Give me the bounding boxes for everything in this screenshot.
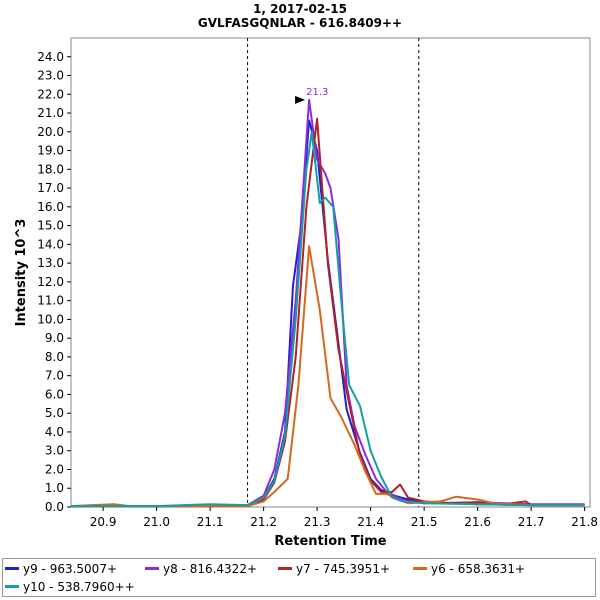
y-tick-label: 12.0 [37, 275, 64, 289]
y-tick-label: 0.0 [45, 500, 64, 514]
y-tick-label: 1.0 [45, 481, 64, 495]
chart-subtitle: GVLFASGQNLAR - 616.8409++ [197, 16, 403, 30]
legend-item-3: y7 - 745.3951+ [278, 561, 390, 577]
x-tick-label: 21.0 [143, 515, 170, 529]
legend-label: y9 - 963.5007+ [23, 562, 118, 576]
peak-label: 21.3 [306, 87, 328, 98]
y-tick-label: 11.0 [37, 294, 64, 308]
y-tick-label: 19.0 [37, 144, 64, 158]
chromatogram-chart: 21.3 0.0 1.0 2.0 3.0 4.0 5.0 6.0 7.0 8.0 9.0 10.0 1… [14, 37, 598, 549]
plot-area [70, 37, 591, 508]
x-tick-label: 21.3 [304, 515, 331, 529]
legend-swatch [413, 567, 427, 570]
legend-item-5: y10 - 538.7960++ [5, 579, 135, 595]
y-tick-label: 18.0 [37, 162, 64, 176]
peak-arrow-icon [295, 95, 306, 104]
legend-item-4: y6 - 658.3631+ [413, 561, 525, 577]
axis-layer: 0.0 1.0 2.0 3.0 4.0 5.0 6.0 7.0 8.0 9.0 10.0 11.0 12… [37, 50, 598, 529]
y-axis-label: Intensity 10^3 [14, 219, 29, 327]
x-tick-label: 21.7 [518, 515, 545, 529]
grid-layer [70, 37, 591, 508]
y-tick-label: 16.0 [37, 200, 64, 214]
x-tick-label: 21.4 [357, 515, 384, 529]
legend-label: y6 - 658.3631+ [431, 562, 526, 576]
x-tick-label: 21.5 [411, 515, 438, 529]
x-tick-label: 21.8 [571, 515, 598, 529]
legend-swatch [145, 567, 159, 570]
y-tick-label: 21.0 [37, 106, 64, 120]
legend-item-1: y9 - 963.5007+ [5, 561, 117, 577]
x-tick-label: 20.9 [90, 515, 117, 529]
y-tick-label: 10.0 [37, 312, 64, 326]
y-tick-label: 22.0 [37, 87, 64, 101]
y-tick-label: 13.0 [37, 256, 64, 270]
y-tick-label: 17.0 [37, 181, 64, 195]
y-tick-label: 20.0 [37, 125, 64, 139]
series-layer: 21.3 [70, 87, 585, 508]
y-tick-label: 5.0 [45, 406, 64, 420]
legend-item-2: y8 - 816.4322+ [145, 561, 257, 577]
series-line-5 [71, 130, 585, 508]
y-tick-label: 4.0 [45, 425, 64, 439]
x-tick-label: 21.1 [197, 515, 224, 529]
legend-label: y10 - 538.7960++ [23, 580, 135, 594]
y-tick-label: 15.0 [37, 219, 64, 233]
chart-title: 1, 2017-02-15 [253, 2, 347, 16]
y-tick-label: 23.0 [37, 69, 64, 83]
legend-label: y8 - 816.4322+ [163, 562, 258, 576]
legend-swatch [278, 567, 292, 570]
chart-legend: y9 - 963.5007+ y8 - 816.4322+ y7 - 745.395… [2, 558, 596, 597]
y-tick-label: 7.0 [45, 369, 64, 383]
y-tick-label: 14.0 [37, 237, 64, 251]
x-axis-label: Retention Time [274, 534, 386, 549]
y-tick-label: 3.0 [45, 444, 64, 458]
y-tick-label: 24.0 [37, 50, 64, 64]
legend-label: y7 - 745.3951+ [296, 562, 391, 576]
x-tick-label: 21.6 [464, 515, 491, 529]
y-tick-label: 9.0 [45, 331, 64, 345]
legend-swatch [5, 567, 19, 570]
x-tick-label: 21.2 [250, 515, 277, 529]
y-tick-label: 6.0 [45, 387, 64, 401]
y-tick-label: 8.0 [45, 350, 64, 364]
y-tick-label: 2.0 [45, 462, 64, 476]
legend-swatch [5, 585, 19, 588]
